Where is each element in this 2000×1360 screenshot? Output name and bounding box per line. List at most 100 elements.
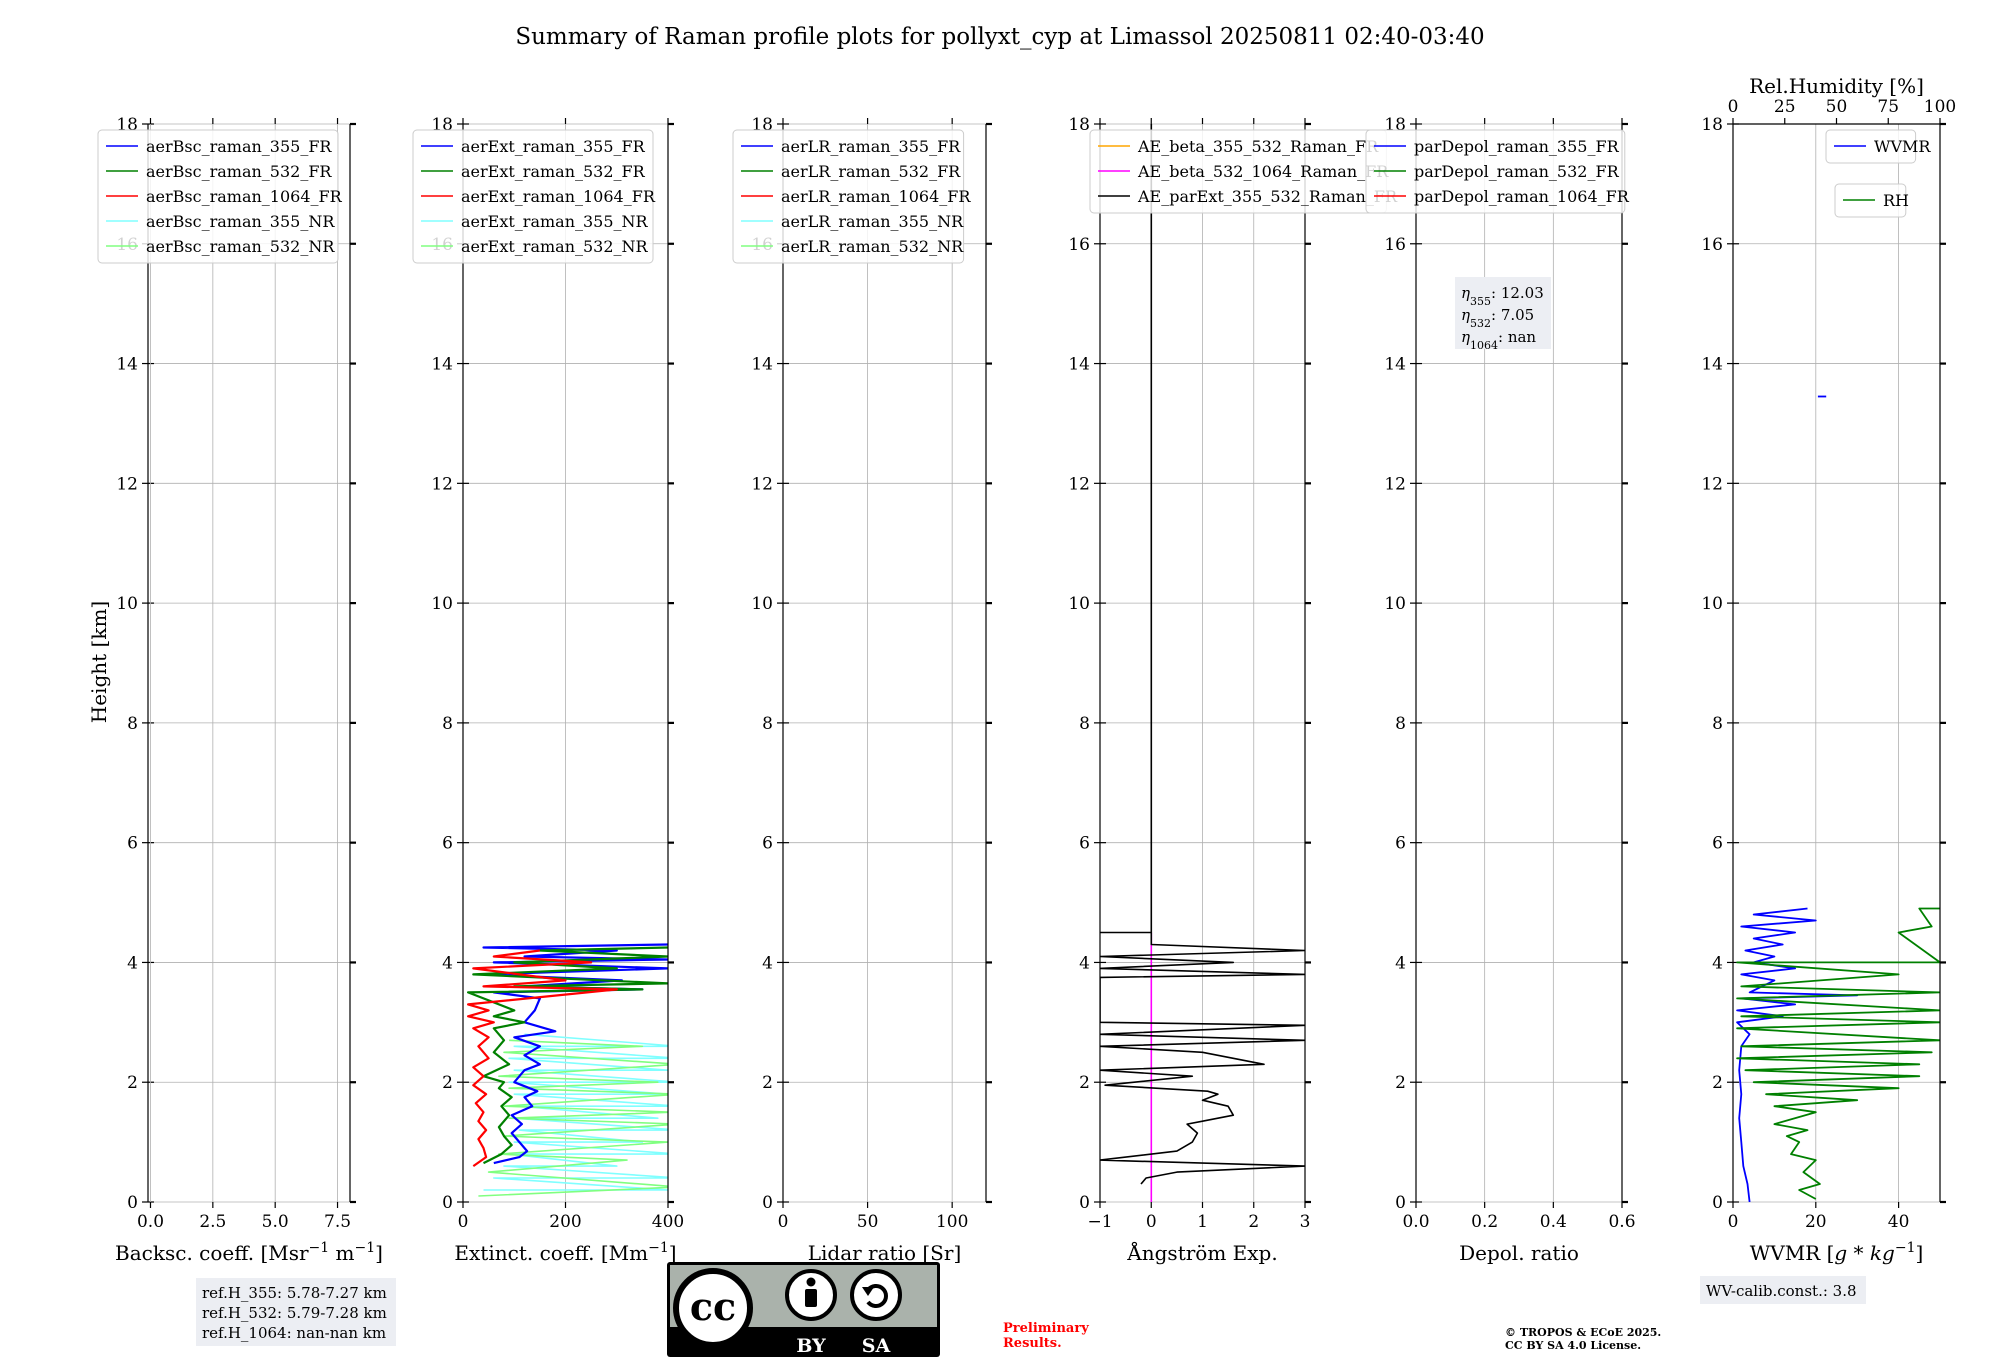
xtick-label: 50 — [857, 1212, 879, 1232]
legend-label: aerBsc_raman_355_NR — [146, 212, 335, 231]
legend: AE_beta_355_532_Raman_FR AE_beta_532_1064… — [1089, 129, 1398, 214]
legend-label: aerBsc_raman_532_NR — [146, 237, 335, 256]
legend-frame — [1365, 129, 1626, 214]
ytick-label: 6 — [1395, 834, 1406, 854]
legend: aerExt_raman_355_FR aerExt_raman_532_FRae… — [412, 129, 656, 264]
xtick-label: 20 — [1805, 1212, 1827, 1232]
eta-sub: 1064 — [1470, 339, 1498, 352]
ytick-label: 4 — [1712, 953, 1723, 973]
xlabel-sup: −1 — [648, 1240, 669, 1256]
legend-label: aerExt_raman_532_FR — [461, 162, 646, 181]
ytick-label: 0 — [1395, 1193, 1406, 1213]
license-badge: cc BY SA — [667, 1262, 940, 1357]
ytick-label: 6 — [442, 834, 453, 854]
legend-label: aerLR_raman_355_NR — [781, 212, 964, 231]
ytick-label: 0 — [1712, 1193, 1723, 1213]
legend: parDepol_raman_355_FR parDepol_raman_532_… — [1365, 129, 1630, 214]
eta-symbol: η — [1461, 306, 1470, 324]
ytick-label: 10 — [751, 594, 773, 614]
ref-height-line: ref.H_1064: nan-nan km — [202, 1324, 386, 1342]
series-group — [1736, 395, 1940, 1202]
xtick-label: 0 — [458, 1212, 469, 1232]
eta-line: η355: 12.03 — [1461, 284, 1544, 308]
xtick-label: 5.0 — [262, 1212, 289, 1232]
top-xtick-label: 100 — [1924, 97, 1956, 117]
xtick-label: 0.4 — [1540, 1212, 1567, 1232]
series-group — [467, 943, 668, 1197]
ytick-label: 8 — [442, 714, 453, 734]
legend-frame — [412, 129, 654, 264]
ytick-label: 2 — [1079, 1073, 1090, 1093]
ytick-label: 8 — [762, 714, 773, 734]
legend-label: aerExt_raman_532_NR — [461, 237, 649, 256]
ytick-label: 18 — [1701, 115, 1723, 135]
xlabel-sup: −1 — [1895, 1240, 1916, 1256]
ytick-label: 14 — [751, 355, 773, 375]
eta-value: : nan — [1498, 328, 1536, 346]
by-label: BY — [796, 1335, 826, 1357]
legend-rh: RH — [1834, 183, 1909, 218]
legend: WVMR — [1825, 129, 1931, 164]
xlabel-part: Backsc. coeff. [Msr — [115, 1241, 309, 1265]
ytick-label: 2 — [1712, 1073, 1723, 1093]
legend-label: RH — [1883, 191, 1909, 210]
x-axis-label: Extinct. coeff. [Mm−1] — [454, 1240, 676, 1265]
ytick-label: 12 — [1701, 474, 1723, 494]
wv-calib-box — [1700, 1276, 1866, 1304]
xtick-label: 0.0 — [1402, 1212, 1429, 1232]
wv-calib-label: WV-calib.const.: 3.8 — [1706, 1282, 1857, 1300]
ytick-label: 8 — [1079, 714, 1090, 734]
legend-label: aerLR_raman_532_NR — [781, 237, 964, 256]
eta-line: η1064: nan — [1461, 328, 1536, 352]
legend-label: aerBsc_raman_1064_FR — [146, 187, 343, 206]
ref-height-line: ref.H_532: 5.79-7.28 km — [202, 1304, 387, 1322]
legend-label: aerExt_raman_355_FR — [461, 137, 646, 156]
xlabel-sup: −1 — [309, 1240, 330, 1256]
ytick-label: 4 — [1079, 953, 1090, 973]
ytick-label: 8 — [127, 714, 138, 734]
legend-label: parDepol_raman_1064_FR — [1414, 187, 1630, 206]
panel-2: 0246810121416180200400Extinct. coeff. [M… — [412, 115, 684, 1265]
y-axis-label: Height [km] — [87, 601, 111, 723]
share-alike-arrow-icon — [862, 1287, 874, 1296]
ytick-label: 10 — [431, 594, 453, 614]
top-xtick-label: 0 — [1728, 97, 1739, 117]
xtick-label: 3 — [1300, 1212, 1311, 1232]
chart-title: Summary of Raman profile plots for polly… — [515, 24, 1484, 50]
xlabel-part: WVMR [ — [1750, 1241, 1835, 1265]
ytick-label: 10 — [116, 594, 138, 614]
ytick-label: 2 — [127, 1073, 138, 1093]
x-axis-label: Ångström Exp. — [1126, 1240, 1277, 1265]
xtick-label: 2.5 — [199, 1212, 226, 1232]
ytick-label: 16 — [1384, 235, 1406, 255]
ytick-label: 8 — [1395, 714, 1406, 734]
series-aerExt_raman_355_NR — [483, 1033, 668, 1191]
x-axis-label: Backsc. coeff. [Msr−1 m−1] — [115, 1240, 383, 1265]
xtick-label: 0.2 — [1471, 1212, 1498, 1232]
eta-sub: 355 — [1470, 295, 1491, 308]
ytick-label: 0 — [1079, 1193, 1090, 1213]
ytick-label: 12 — [1068, 474, 1090, 494]
ytick-label: 0 — [127, 1193, 138, 1213]
panel-3: 024681012141618050100Lidar ratio [Sr]aer… — [732, 115, 992, 1265]
ytick-label: 10 — [1701, 594, 1723, 614]
series-group — [1100, 124, 1305, 1202]
legend-label: aerBsc_raman_355_FR — [146, 137, 332, 156]
preliminary-label: Results. — [1003, 1336, 1062, 1351]
xtick-label: 0 — [1146, 1212, 1157, 1232]
ytick-label: 14 — [1068, 355, 1090, 375]
legend-frame — [732, 129, 965, 264]
legend: aerBsc_raman_355_FR aerBsc_raman_532_FRae… — [97, 129, 343, 264]
xtick-label: 0.6 — [1608, 1212, 1635, 1232]
ytick-label: 12 — [116, 474, 138, 494]
top-xtick-label: 75 — [1877, 97, 1899, 117]
ytick-label: 16 — [1701, 235, 1723, 255]
ytick-label: 6 — [762, 834, 773, 854]
ytick-label: 8 — [1712, 714, 1723, 734]
ytick-label: 14 — [431, 355, 453, 375]
legend-label: aerLR_raman_532_FR — [781, 162, 961, 181]
